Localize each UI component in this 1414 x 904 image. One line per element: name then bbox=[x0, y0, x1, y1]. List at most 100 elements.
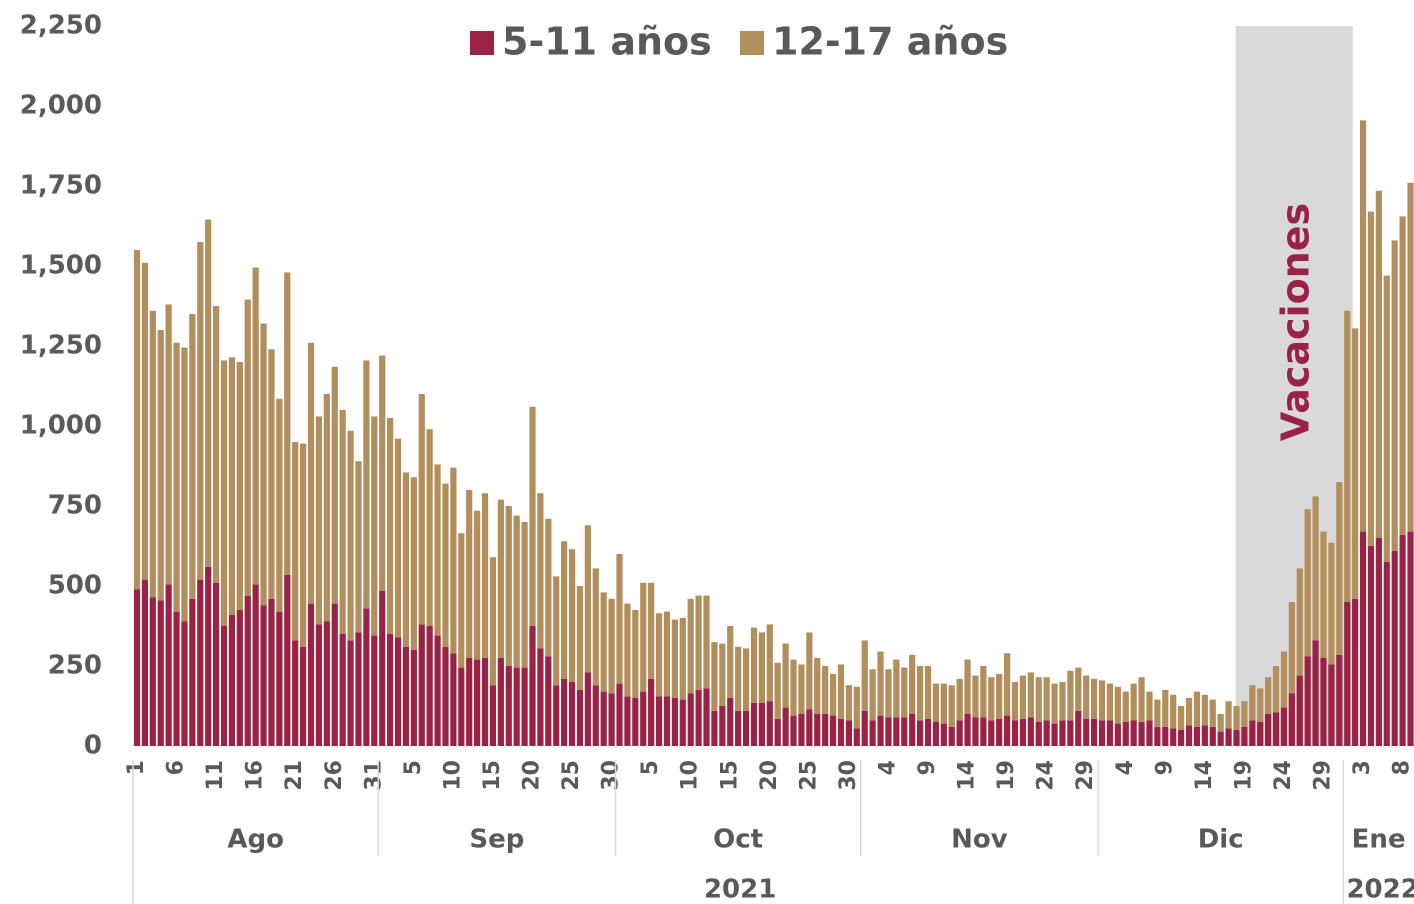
bar bbox=[307, 342, 315, 604]
bar bbox=[339, 634, 346, 746]
bar bbox=[379, 355, 386, 591]
x-tick-label: 31 bbox=[361, 760, 386, 791]
legend-swatch bbox=[740, 31, 764, 55]
year-label: 2022 bbox=[1346, 875, 1414, 904]
bar bbox=[505, 666, 512, 746]
bar bbox=[165, 304, 172, 585]
bar bbox=[371, 416, 378, 636]
bar bbox=[853, 728, 860, 746]
bar bbox=[663, 611, 671, 697]
bar bbox=[711, 642, 718, 711]
month-label: Sep bbox=[469, 825, 524, 855]
bar bbox=[228, 614, 236, 746]
bar bbox=[228, 357, 236, 615]
x-tick-label: 5 bbox=[638, 760, 663, 775]
bar bbox=[474, 659, 481, 746]
bar bbox=[481, 658, 489, 746]
year-label: 2021 bbox=[704, 875, 776, 904]
bar bbox=[1352, 328, 1359, 599]
bar bbox=[758, 632, 765, 703]
bar bbox=[1170, 694, 1177, 729]
bar bbox=[798, 714, 805, 746]
bar bbox=[561, 541, 568, 679]
bar bbox=[284, 272, 291, 575]
bar bbox=[687, 598, 694, 694]
bar bbox=[458, 667, 465, 746]
bar bbox=[1019, 718, 1027, 746]
bar bbox=[371, 635, 378, 746]
bar bbox=[853, 686, 860, 729]
x-tick-label: 5 bbox=[401, 760, 426, 775]
bar bbox=[1328, 542, 1335, 665]
bar bbox=[418, 624, 425, 746]
bar bbox=[149, 310, 156, 598]
bar bbox=[1296, 568, 1303, 676]
bar bbox=[1407, 531, 1414, 746]
bar bbox=[600, 691, 607, 746]
bar bbox=[1146, 691, 1153, 721]
bar bbox=[315, 416, 323, 625]
x-tick-label: 16 bbox=[243, 760, 268, 791]
bar bbox=[331, 366, 338, 604]
bar bbox=[829, 715, 837, 746]
bar bbox=[695, 690, 702, 746]
bar bbox=[901, 667, 908, 718]
bar bbox=[648, 678, 655, 746]
bar bbox=[339, 410, 346, 634]
bar bbox=[497, 499, 504, 658]
bar bbox=[434, 635, 441, 746]
bar bbox=[466, 658, 473, 746]
bar bbox=[1154, 726, 1161, 746]
y-tick-label: 1,750 bbox=[20, 171, 102, 201]
bar bbox=[1217, 731, 1224, 746]
bar bbox=[1288, 693, 1295, 746]
bar bbox=[1336, 654, 1343, 746]
bar bbox=[505, 506, 512, 666]
bar bbox=[1051, 723, 1058, 746]
bar bbox=[410, 477, 417, 650]
bar bbox=[1027, 717, 1034, 746]
bar bbox=[260, 605, 267, 746]
y-tick-label: 1,500 bbox=[20, 251, 102, 281]
bar bbox=[727, 626, 734, 698]
bar bbox=[988, 677, 995, 721]
bar bbox=[1375, 190, 1382, 539]
bar bbox=[260, 323, 267, 606]
bar bbox=[157, 330, 164, 601]
bar bbox=[529, 406, 536, 626]
bar bbox=[1146, 720, 1153, 746]
bar bbox=[402, 646, 410, 746]
bar bbox=[205, 566, 212, 746]
bar bbox=[964, 714, 971, 746]
bar bbox=[1209, 699, 1216, 727]
bar bbox=[940, 723, 947, 746]
bar bbox=[1359, 120, 1367, 532]
bar bbox=[1272, 666, 1280, 713]
bar bbox=[1059, 720, 1066, 746]
bar bbox=[758, 702, 765, 746]
x-tick-label: 8 bbox=[1390, 760, 1414, 775]
bar bbox=[1178, 730, 1185, 746]
bar bbox=[300, 646, 307, 746]
bar bbox=[1035, 722, 1042, 746]
bar bbox=[1375, 538, 1382, 746]
bar bbox=[1138, 677, 1145, 722]
bar bbox=[149, 597, 156, 746]
bar bbox=[220, 360, 228, 626]
bar bbox=[750, 702, 758, 746]
bar bbox=[466, 490, 473, 658]
bar bbox=[742, 648, 750, 711]
x-tick-label: 9 bbox=[1152, 760, 1177, 775]
bar bbox=[703, 595, 710, 689]
bar bbox=[1162, 726, 1169, 746]
bar bbox=[1122, 691, 1129, 722]
bar bbox=[1170, 728, 1177, 746]
bar bbox=[1312, 496, 1319, 641]
bar bbox=[1043, 677, 1050, 721]
month-label: Nov bbox=[951, 825, 1008, 855]
bar bbox=[798, 664, 805, 714]
bar bbox=[1296, 675, 1303, 746]
bar bbox=[996, 674, 1003, 719]
bar bbox=[197, 579, 204, 746]
bar bbox=[1027, 672, 1034, 718]
